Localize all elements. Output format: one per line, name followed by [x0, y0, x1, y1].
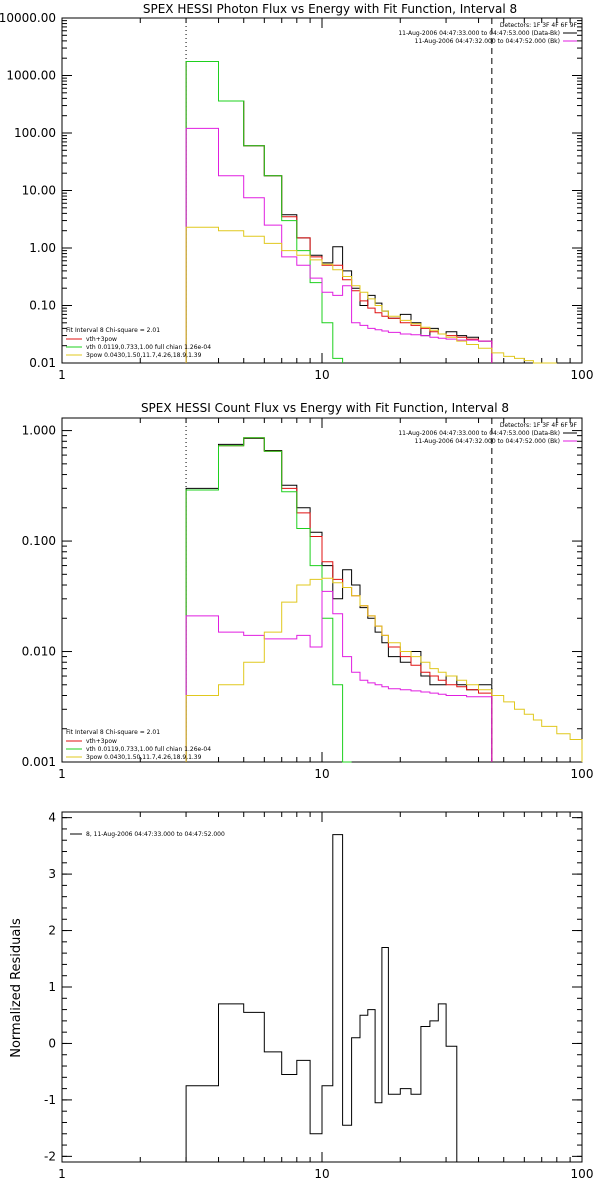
- x-tick-label: 100: [571, 767, 594, 781]
- count-flux-panel: SPEX HESSI Count Flux vs Energy with Fit…: [22, 401, 594, 781]
- count-flux-legend-3pow: 3pow 0.0430,1.50,11.7,4.26,18.9,1.39: [86, 754, 202, 761]
- x-tick-label: 1: [58, 1167, 66, 1181]
- photon-flux-series-4-histogram: [185, 226, 557, 364]
- count-flux-header: Detectors: 1F 3F 4F 6F 9F 11-Aug-2006 04…: [398, 422, 577, 445]
- photon-flux-panel: SPEX HESSI Photon Flux vs Energy with Fi…: [0, 2, 593, 382]
- residuals-legend-interval: 8, 11-Aug-2006 04:47:33.000 to 04:47:52.…: [86, 831, 225, 838]
- x-tick-label: 1: [58, 767, 66, 781]
- photon-flux-legend-3pow: 3pow 0.0430,1.50,11.7,4.26,18.9,1.39: [86, 352, 202, 359]
- photon-flux-legend-vth: vth 0.0119,0.733,1.00 full chian 1.26e-0…: [86, 344, 211, 351]
- photon-flux-series: [185, 61, 557, 364]
- x-tick-label: 100: [571, 368, 594, 382]
- count-flux-legend-total: vth+3pow: [86, 738, 117, 745]
- x-tick-label: 10: [314, 1167, 329, 1181]
- x-tick-label: 1: [58, 368, 66, 382]
- count-flux-series-4-histogram: [185, 577, 583, 762]
- residuals-series: [185, 834, 458, 1162]
- y-tick-label: 100.00: [14, 126, 56, 140]
- residuals-y-axis-label: Normalized Residuals: [9, 918, 24, 1058]
- count-flux-header-detectors: Detectors: 1F 3F 4F 6F 9F: [500, 422, 578, 429]
- y-tick-label: 3: [48, 867, 56, 881]
- y-tick-label: 4: [48, 811, 56, 825]
- photon-flux-header: Detectors: 1F 3F 4F 6F 9F 11-Aug-2006 04…: [398, 22, 577, 45]
- photon-flux-series-3-histogram: [185, 127, 493, 363]
- photon-flux-header-data-interval: 11-Aug-2006 04:47:33.000 to 04:47:53.000…: [398, 30, 560, 37]
- photon-flux-legend: Fit Interval 8 Chi-square = 2.01 vth+3po…: [66, 327, 211, 359]
- y-tick-label: 0.01: [29, 356, 56, 370]
- y-tick-label: 0: [48, 1036, 56, 1050]
- residuals-legend: 8, 11-Aug-2006 04:47:33.000 to 04:47:52.…: [70, 831, 225, 838]
- photon-flux-header-bk-interval: 11-Aug-2006 04:47:32.000 to 04:47:52.000…: [415, 38, 560, 45]
- photon-flux-header-detectors: Detectors: 1F 3F 4F 6F 9F: [500, 22, 578, 29]
- count-flux-legend-vth: vth 0.0119,0.733,1.00 full chian 1.26e-0…: [86, 746, 211, 753]
- count-flux-y-ticks: 1.000 0.100 0.010 0.001: [22, 424, 582, 769]
- y-tick-label: 2: [48, 924, 56, 938]
- y-tick-label: 0.10: [29, 299, 56, 313]
- count-flux-series-2-histogram: [185, 437, 352, 763]
- residuals-series-0-histogram: [185, 834, 458, 1162]
- photon-flux-legend-chi-square: Fit Interval 8 Chi-square = 2.01: [66, 327, 160, 334]
- residuals-y-ticks: 4 3 2 1 0 -1 -2: [44, 811, 582, 1163]
- y-tick-label: 1.00: [29, 241, 56, 255]
- x-tick-label: 10: [314, 767, 329, 781]
- residuals-x-ticks: 1 10 100: [58, 812, 593, 1181]
- y-tick-label: 10.00: [22, 184, 56, 198]
- count-flux-series-3-histogram: [185, 590, 493, 762]
- y-tick-label: 0.001: [22, 755, 56, 769]
- y-tick-label: 1.000: [22, 424, 56, 438]
- y-tick-label: 1: [48, 980, 56, 994]
- y-tick-label: 1000.00: [6, 69, 56, 83]
- y-tick-label: 0.100: [22, 534, 56, 548]
- y-tick-label: -1: [44, 1093, 56, 1107]
- x-tick-label: 10: [314, 368, 329, 382]
- x-tick-label: 100: [571, 1167, 594, 1181]
- count-flux-legend: Fit Interval 8 Chi-square = 2.01 vth+3po…: [66, 729, 211, 761]
- y-tick-label: 10000.00: [0, 11, 56, 25]
- count-flux-header-bk-interval: 11-Aug-2006 04:47:32.000 to 04:47:52.000…: [415, 438, 560, 445]
- y-tick-label: -2: [44, 1149, 56, 1163]
- photon-flux-legend-total: vth+3pow: [86, 336, 117, 343]
- photon-flux-y-ticks: 10000.00 1000.00 100.00 10.00 1.00 0.10 0.01: [0, 11, 582, 370]
- count-flux-header-data-interval: 11-Aug-2006 04:47:33.000 to 04:47:53.000…: [398, 430, 560, 437]
- photon-flux-title: SPEX HESSI Photon Flux vs Energy with Fi…: [143, 2, 517, 16]
- count-flux-title: SPEX HESSI Count Flux vs Energy with Fit…: [141, 401, 509, 415]
- count-flux-legend-chi-square: Fit Interval 8 Chi-square = 2.01: [66, 729, 160, 736]
- photon-flux-series-2-histogram: [185, 61, 344, 363]
- count-flux-series: [185, 437, 583, 763]
- y-tick-label: 0.010: [22, 645, 56, 659]
